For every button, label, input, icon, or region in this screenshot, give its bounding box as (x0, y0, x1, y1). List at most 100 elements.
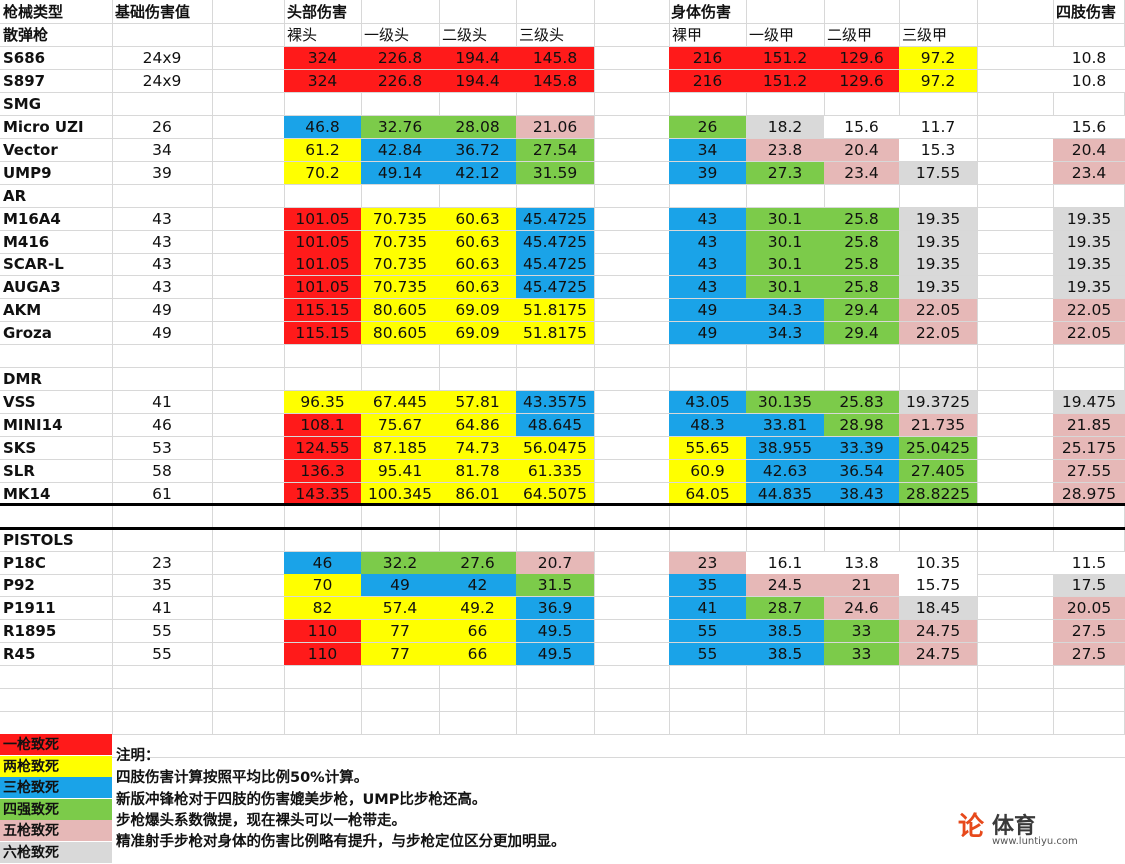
damage-cell: 100.345 (361, 483, 439, 505)
grid-hline (0, 711, 1125, 712)
grid-hline (0, 390, 1125, 391)
damage-cell: 25.8 (824, 253, 899, 275)
damage-cell: 324 (284, 70, 361, 92)
weapon-name: M416 (3, 233, 50, 251)
damage-cell: 24.5 (746, 574, 824, 596)
damage-cell: 87.185 (361, 437, 439, 459)
grid-hline (0, 734, 1125, 735)
damage-cell: 15.3 (899, 139, 977, 161)
damage-cell: 55 (669, 620, 746, 642)
damage-cell: 38.955 (746, 437, 824, 459)
header-body-damage: 身体伤害 (671, 3, 732, 21)
grid-hline (0, 69, 1125, 70)
damage-cell: 48.645 (516, 414, 594, 436)
weapon-name: SKS (3, 439, 37, 457)
damage-cell: 70 (284, 574, 361, 596)
legend-item: 六枪致死 (0, 841, 112, 863)
damage-cell: 30.135 (746, 391, 824, 413)
damage-cell: 110 (284, 643, 361, 665)
damage-cell: 69.09 (439, 299, 516, 321)
damage-cell: 38.5 (746, 620, 824, 642)
weapon-name: P1911 (3, 599, 56, 617)
grid-hline (0, 482, 1125, 483)
weapon-base-damage: 41 (152, 599, 172, 617)
damage-cell: 20.4 (1053, 139, 1125, 161)
grid-hline (0, 665, 1125, 666)
damage-cell: 80.605 (361, 299, 439, 321)
grid-hline (0, 230, 1125, 231)
damage-cell: 27.5 (1053, 620, 1125, 642)
subheader-bare-head: 裸头 (287, 26, 318, 44)
damage-cell: 49.5 (516, 620, 594, 642)
damage-cell: 42 (439, 574, 516, 596)
damage-cell: 28.98 (824, 414, 899, 436)
damage-cell: 77 (361, 620, 439, 642)
damage-cell: 70.2 (284, 162, 361, 184)
note-line-3: 步枪爆头系数微提，现在裸头可以一枪带走。 (116, 813, 406, 829)
weapon-base-damage: 39 (152, 164, 172, 182)
weapon-base-damage: 26 (152, 118, 172, 136)
damage-cell: 35 (669, 574, 746, 596)
damage-cell: 49 (669, 322, 746, 344)
damage-cell: 25.175 (1053, 437, 1125, 459)
damage-cell: 29.4 (824, 299, 899, 321)
damage-cell: 67.445 (361, 391, 439, 413)
damage-cell: 21.735 (899, 414, 977, 436)
weapon-name: S686 (3, 49, 46, 67)
subheader-armor-lv2: 二级甲 (827, 26, 873, 44)
damage-cell: 19.35 (1053, 231, 1125, 253)
note-line-4: 精准射手步枪对身体的伤害比例略有提升，与步枪定位区分更加明显。 (116, 834, 566, 850)
grid-hline (0, 321, 1125, 322)
damage-cell: 194.4 (439, 70, 516, 92)
damage-cell: 70.735 (361, 276, 439, 298)
damage-cell: 60.63 (439, 276, 516, 298)
damage-cell: 36.9 (516, 597, 594, 619)
grid-hline (0, 23, 1125, 24)
weapon-base-damage: 35 (152, 576, 172, 594)
damage-cell: 32.76 (361, 116, 439, 138)
damage-cell: 48.3 (669, 414, 746, 436)
weapon-base-damage: 41 (152, 393, 172, 411)
damage-cell: 23.4 (1053, 162, 1125, 184)
damage-cell: 22.05 (1053, 299, 1125, 321)
damage-cell: 13.8 (824, 552, 899, 574)
legend-item: 两枪致死 (0, 755, 112, 777)
damage-cell: 27.5 (1053, 643, 1125, 665)
grid-hline (0, 92, 1125, 93)
damage-cell: 194.4 (439, 47, 516, 69)
damage-cell: 27.6 (439, 552, 516, 574)
damage-cell: 216 (669, 47, 746, 69)
grid-hline (0, 596, 1125, 597)
damage-cell: 57.4 (361, 597, 439, 619)
damage-cell: 22.05 (899, 322, 977, 344)
subheader-head-lv1: 一级头 (364, 26, 410, 44)
damage-cell: 19.35 (899, 231, 977, 253)
damage-cell: 22.05 (1053, 322, 1125, 344)
weapon-base-damage: 43 (152, 210, 172, 228)
subheader-armor-lv3: 三级甲 (902, 26, 948, 44)
section-label: AR (3, 187, 27, 205)
grid-hline (0, 619, 1125, 620)
damage-cell: 26 (669, 116, 746, 138)
weapon-name: VSS (3, 393, 36, 411)
damage-cell: 43 (669, 231, 746, 253)
grid-hline (0, 207, 1125, 208)
damage-cell: 16.1 (746, 552, 824, 574)
damage-cell: 24.6 (824, 597, 899, 619)
damage-cell: 21 (824, 574, 899, 596)
damage-cell: 101.05 (284, 276, 361, 298)
damage-cell: 151.2 (746, 47, 824, 69)
damage-cell: 11.5 (1053, 552, 1125, 574)
damage-cell: 115.15 (284, 299, 361, 321)
weapon-base-damage: 55 (152, 645, 172, 663)
damage-cell: 33.81 (746, 414, 824, 436)
damage-cell: 30.1 (746, 253, 824, 275)
weapon-name: P18C (3, 554, 46, 572)
damage-cell: 55 (669, 643, 746, 665)
damage-cell: 66 (439, 620, 516, 642)
damage-cell: 34.3 (746, 299, 824, 321)
weapon-base-damage: 43 (152, 255, 172, 273)
damage-cell: 25.8 (824, 276, 899, 298)
weapon-base-damage: 43 (152, 233, 172, 251)
